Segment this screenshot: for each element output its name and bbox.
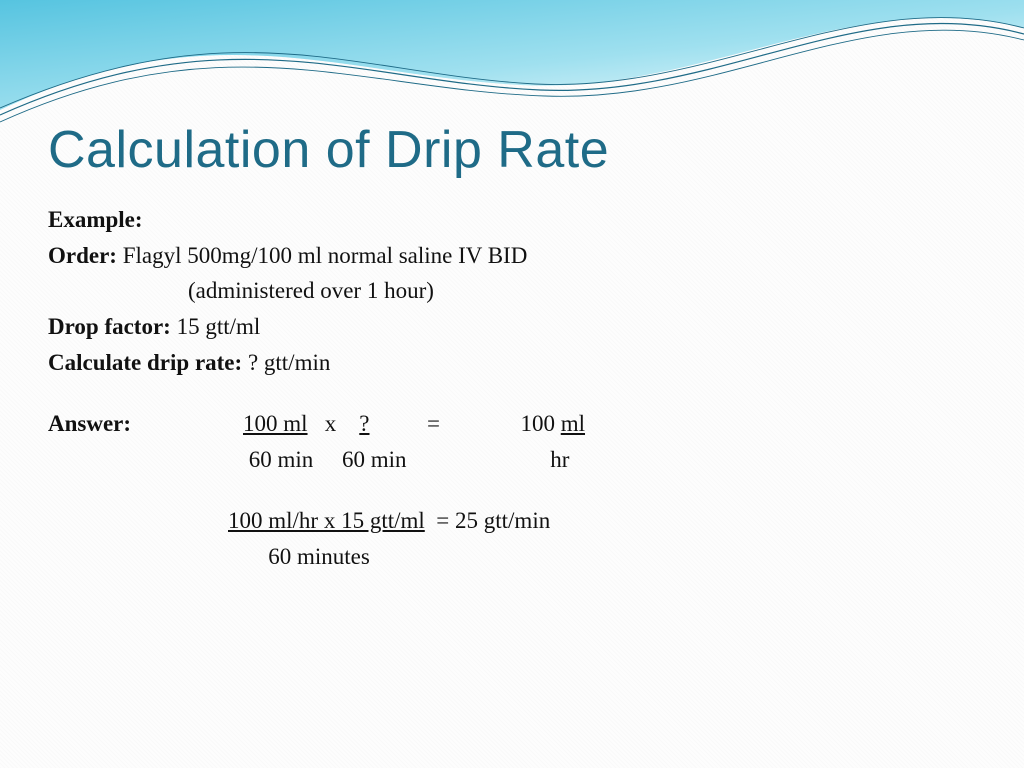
- eq2-result: = 25 gtt/min: [425, 508, 550, 533]
- eq1-denominator: 60 min 60 min hr: [243, 442, 585, 478]
- order-line: Order: Flagyl 500mg/100 ml normal saline…: [48, 238, 976, 274]
- eq2-denominator: 60 minutes: [228, 539, 976, 575]
- order-label: Order:: [48, 243, 117, 268]
- eq1-op2: =: [370, 411, 521, 436]
- example-label-text: Example:: [48, 207, 143, 232]
- dropfactor-label: Drop factor:: [48, 314, 171, 339]
- answer-label: Answer:: [48, 406, 243, 442]
- answer-step1: Answer: 100 ml x ? = 100 ml 60 min 60 mi…: [48, 406, 976, 477]
- eq2-numerator: 100 ml/hr x 15 gtt/ml: [228, 508, 425, 533]
- equation-block-2: 100 ml/hr x 15 gtt/ml = 25 gtt/min 60 mi…: [48, 503, 976, 574]
- order-subline: (administered over 1 hour): [48, 273, 976, 309]
- calc-value: ? gtt/min: [242, 350, 330, 375]
- equation-block-1: 100 ml x ? = 100 ml 60 min 60 min hr: [243, 406, 585, 477]
- eq1-num-c-unit: ml: [561, 411, 585, 436]
- dropfactor-value: 15 gtt/ml: [171, 314, 260, 339]
- eq1-num-b: ?: [359, 411, 369, 436]
- example-label: Example:: [48, 202, 976, 238]
- eq1-op1: x: [308, 411, 360, 436]
- calc-label: Calculate drip rate:: [48, 350, 242, 375]
- eq1-num-a: 100 ml: [243, 411, 308, 436]
- slide-content: Calculation of Drip Rate Example: Order:…: [0, 0, 1024, 575]
- eq1-num-c-val: 100: [520, 411, 560, 436]
- slide-body: Example: Order: Flagyl 500mg/100 ml norm…: [48, 202, 976, 575]
- dropfactor-line: Drop factor: 15 gtt/ml: [48, 309, 976, 345]
- slide-title: Calculation of Drip Rate: [48, 120, 976, 180]
- order-value: Flagyl 500mg/100 ml normal saline IV BID: [117, 243, 527, 268]
- calc-line: Calculate drip rate: ? gtt/min: [48, 345, 976, 381]
